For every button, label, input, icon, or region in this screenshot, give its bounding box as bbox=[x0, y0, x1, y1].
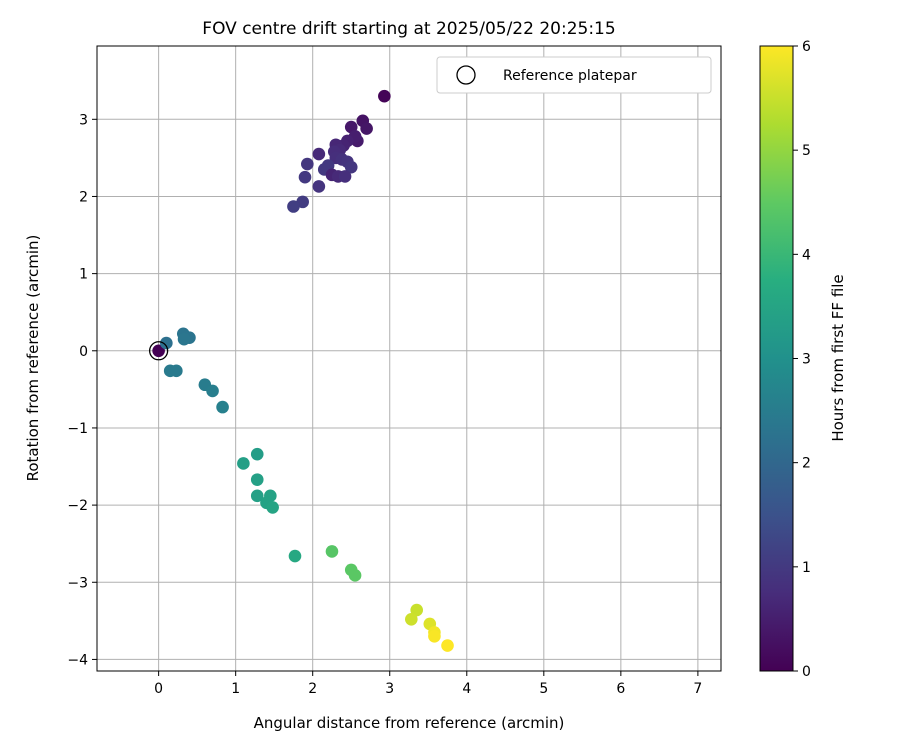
colorbar-tick-label: 6 bbox=[802, 39, 811, 55]
data-point bbox=[152, 344, 165, 358]
data-point bbox=[250, 489, 264, 503]
x-tick-label: 7 bbox=[693, 681, 702, 697]
data-point bbox=[301, 157, 314, 171]
data-point bbox=[160, 336, 173, 350]
reference-platepar-marker bbox=[148, 341, 169, 361]
colorbar: 0 1 2 3 4 5 6 Hours from first FF file bbox=[759, 39, 847, 680]
data-points bbox=[152, 89, 454, 652]
y-tick-label: 0 bbox=[79, 344, 88, 360]
data-point bbox=[348, 569, 362, 582]
x-tick-label: 2 bbox=[308, 681, 317, 697]
data-point bbox=[378, 89, 391, 103]
y-tick-label: 2 bbox=[79, 189, 88, 205]
colorbar-tick-label: 3 bbox=[802, 352, 811, 368]
legend: Reference platepar bbox=[436, 56, 712, 94]
colorbar-tick-label: 4 bbox=[802, 247, 811, 263]
x-tick-label: 3 bbox=[385, 681, 394, 697]
y-tick-label: −4 bbox=[67, 652, 88, 668]
data-point bbox=[206, 384, 219, 398]
x-axis-label: Angular distance from reference (arcmin) bbox=[254, 714, 565, 732]
y-tick-label: 1 bbox=[79, 267, 88, 283]
legend-entry-reference-platepar: Reference platepar bbox=[503, 68, 637, 84]
data-point bbox=[170, 364, 183, 378]
legend-box bbox=[436, 56, 712, 94]
data-point bbox=[325, 545, 339, 558]
colorbar-tick-label: 0 bbox=[802, 664, 811, 680]
legend-marker-circle bbox=[456, 65, 476, 85]
data-point bbox=[266, 501, 279, 514]
x-tick-label: 1 bbox=[231, 681, 240, 697]
data-point bbox=[237, 457, 250, 470]
data-point bbox=[338, 170, 352, 183]
data-point bbox=[312, 180, 326, 193]
y-axis-ticks: −4 −3 −2 −1 0 1 2 3 bbox=[67, 112, 97, 668]
colorbar-gradient bbox=[759, 45, 794, 672]
data-point bbox=[216, 400, 229, 414]
colorbar-ticks: 0 1 2 3 4 5 6 bbox=[793, 39, 811, 680]
colorbar-tick-label: 2 bbox=[802, 456, 811, 472]
y-tick-label: 3 bbox=[79, 112, 88, 128]
data-point bbox=[360, 122, 373, 135]
data-point bbox=[405, 613, 418, 626]
data-point bbox=[250, 447, 264, 461]
y-tick-label: −1 bbox=[67, 421, 88, 437]
x-tick-label: 5 bbox=[539, 681, 548, 697]
chart-title: FOV centre drift starting at 2025/05/22 … bbox=[202, 19, 615, 39]
x-tick-label: 0 bbox=[154, 681, 163, 697]
y-axis-label: Rotation from reference (arcmin) bbox=[24, 235, 42, 482]
data-point bbox=[177, 332, 191, 346]
data-point bbox=[288, 549, 302, 563]
grid bbox=[97, 46, 721, 671]
colorbar-label: Hours from first FF file bbox=[829, 274, 847, 441]
y-tick-label: −3 bbox=[67, 575, 88, 591]
data-point bbox=[428, 629, 441, 643]
colorbar-tick-label: 5 bbox=[802, 143, 811, 159]
x-tick-label: 4 bbox=[462, 681, 471, 697]
data-point bbox=[298, 170, 312, 184]
data-point bbox=[250, 473, 264, 486]
colorbar-tick-label: 1 bbox=[802, 560, 811, 576]
y-tick-label: −2 bbox=[67, 498, 88, 514]
data-point bbox=[312, 147, 326, 161]
reference-marker-group bbox=[148, 341, 169, 361]
data-point bbox=[441, 639, 454, 652]
plot-frame bbox=[96, 45, 722, 672]
data-point bbox=[287, 200, 300, 213]
data-point bbox=[410, 603, 424, 617]
x-axis-ticks: 0 1 2 3 4 5 6 7 bbox=[154, 671, 702, 697]
data-point bbox=[344, 160, 358, 174]
x-tick-label: 6 bbox=[616, 681, 625, 697]
